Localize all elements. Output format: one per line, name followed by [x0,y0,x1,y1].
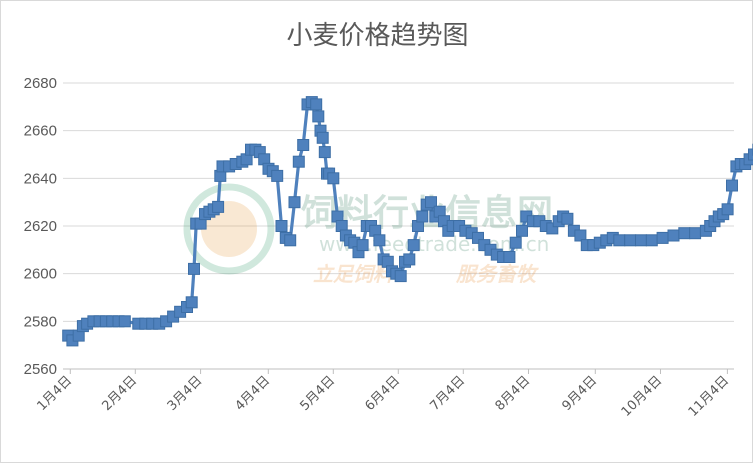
y-tick-label: 2640 [24,170,57,187]
data-point-marker [562,213,573,224]
data-point-marker [408,240,419,251]
data-point-marker [213,201,224,212]
data-point-marker [298,140,309,151]
data-point-marker [289,197,300,208]
x-tick-label: 2月4日 [99,373,140,414]
y-tick-label: 2560 [24,361,57,378]
y-tick-label: 2660 [24,123,57,140]
x-tick-label: 5月4日 [297,373,338,414]
data-point-marker [119,316,130,327]
data-point-marker [272,170,283,181]
data-point-marker [417,211,428,222]
data-point-marker [404,254,415,265]
x-tick-label: 7月4日 [427,373,468,414]
x-axis: 1月4日 2月4日 3月4日 4月4日 5月4日 6月4日 7月4日 8月4日 9月4日 10月4… [34,369,734,420]
data-point-marker [614,235,625,246]
data-point-marker [189,263,200,274]
y-tick-label: 2620 [24,218,57,235]
data-point-marker [625,235,636,246]
x-tick-label: 10月4日 [619,373,666,420]
data-point-marker [317,132,328,143]
y-axis: 2560 2580 2600 2620 2640 2660 2680 [24,75,57,378]
data-point-marker [293,156,304,167]
x-tick-label: 3月4日 [165,373,206,414]
data-point-marker [668,230,679,241]
data-point-marker [636,235,647,246]
data-point-marker [510,237,521,248]
data-point-marker [374,235,385,246]
y-tick-label: 2600 [24,266,57,283]
x-tick-label: 4月4日 [232,373,273,414]
data-point-marker [722,204,733,215]
data-point-marker [276,221,287,232]
watermark-slogan-right: 服务畜牧 [455,262,539,286]
x-tick-label: 8月4日 [493,373,534,414]
data-point-marker [328,173,339,184]
data-point-marker [319,147,330,158]
data-point-marker [749,149,753,160]
data-point-marker [504,252,515,263]
data-point-marker [311,99,322,110]
data-point-marker [395,271,406,282]
data-point-marker [646,235,657,246]
data-point-marker [727,180,738,191]
data-point-marker [357,240,368,251]
data-point-marker [679,228,690,239]
data-point-marker [690,228,701,239]
data-point-marker [285,235,296,246]
data-point-marker [313,111,324,122]
data-point-marker [517,225,528,236]
data-point-marker [186,297,197,308]
x-tick-label: 6月4日 [362,373,403,414]
x-tick-label: 1月4日 [34,373,75,414]
y-tick-label: 2680 [24,75,57,92]
x-tick-label: 9月4日 [559,373,600,414]
y-tick-label: 2580 [24,313,57,330]
x-tick-label: 11月4日 [686,373,733,420]
data-point-marker [657,232,668,243]
